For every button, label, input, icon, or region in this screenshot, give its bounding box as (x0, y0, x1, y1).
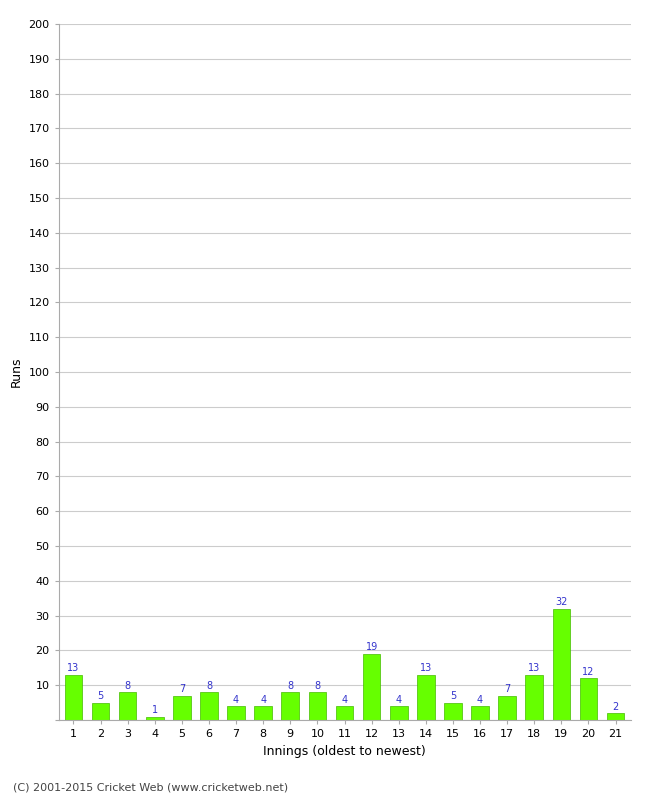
Text: 4: 4 (396, 694, 402, 705)
Bar (173, 696, 190, 720)
Bar (281, 692, 299, 720)
Text: 19: 19 (365, 642, 378, 653)
Bar (64, 674, 82, 720)
Bar (607, 713, 625, 720)
Text: 7: 7 (179, 684, 185, 694)
Text: 4: 4 (233, 694, 239, 705)
Text: 13: 13 (68, 663, 79, 674)
Text: 8: 8 (287, 681, 293, 690)
Bar (363, 654, 380, 720)
Bar (580, 678, 597, 720)
Text: 13: 13 (528, 663, 540, 674)
Text: 32: 32 (555, 598, 567, 607)
Y-axis label: Runs: Runs (10, 357, 23, 387)
Text: 5: 5 (98, 691, 103, 702)
Text: 4: 4 (341, 694, 348, 705)
Text: 4: 4 (477, 694, 483, 705)
Text: 8: 8 (315, 681, 320, 690)
Bar (200, 692, 218, 720)
Bar (227, 706, 245, 720)
Text: 8: 8 (125, 681, 131, 690)
Text: 8: 8 (206, 681, 212, 690)
Bar (309, 692, 326, 720)
Text: 2: 2 (612, 702, 619, 712)
Bar (254, 706, 272, 720)
Bar (471, 706, 489, 720)
Bar (119, 692, 136, 720)
Text: 5: 5 (450, 691, 456, 702)
Text: 7: 7 (504, 684, 510, 694)
Bar (417, 674, 435, 720)
Text: (C) 2001-2015 Cricket Web (www.cricketweb.net): (C) 2001-2015 Cricket Web (www.cricketwe… (13, 782, 288, 792)
Bar (552, 609, 570, 720)
Text: 12: 12 (582, 667, 595, 677)
X-axis label: Innings (oldest to newest): Innings (oldest to newest) (263, 745, 426, 758)
Text: 13: 13 (420, 663, 432, 674)
Bar (525, 674, 543, 720)
Bar (390, 706, 408, 720)
Text: 4: 4 (260, 694, 266, 705)
Bar (146, 717, 164, 720)
Bar (92, 702, 109, 720)
Bar (444, 702, 462, 720)
Bar (335, 706, 354, 720)
Text: 1: 1 (151, 705, 158, 715)
Bar (499, 696, 516, 720)
